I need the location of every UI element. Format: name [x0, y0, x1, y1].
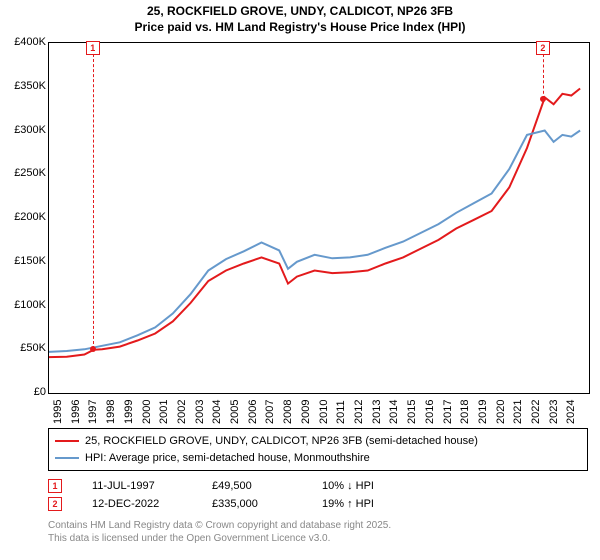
marker-badge-2: 2 — [48, 497, 62, 511]
attribution: Contains HM Land Registry data © Crown c… — [48, 519, 588, 545]
marker-price-1: £49,500 — [212, 480, 292, 492]
title-line-1: 25, ROCKFIELD GROVE, UNDY, CALDICOT, NP2… — [0, 4, 600, 20]
marker-flag: 2 — [536, 41, 550, 55]
x-tick-label: 2024 — [565, 400, 577, 424]
y-tick-label: £200K — [14, 211, 46, 223]
marker-badge-1: 1 — [48, 479, 62, 493]
marker-table: 1 11-JUL-1997 £49,500 10% ↓ HPI 2 12-DEC… — [48, 477, 588, 513]
price-chart: 25, ROCKFIELD GROVE, UNDY, CALDICOT, NP2… — [0, 0, 600, 560]
legend-label-1: 25, ROCKFIELD GROVE, UNDY, CALDICOT, NP2… — [85, 433, 478, 450]
x-tick-label: 2010 — [318, 400, 330, 424]
marker-dot — [90, 346, 96, 352]
x-tick-label: 2018 — [459, 400, 471, 424]
y-tick-label: £50K — [20, 342, 46, 354]
x-tick-label: 2016 — [424, 400, 436, 424]
plot-area — [48, 42, 590, 394]
series-line — [49, 89, 580, 358]
marker-guideline — [543, 54, 544, 99]
x-tick-label: 2000 — [141, 400, 153, 424]
legend-row-2: HPI: Average price, semi-detached house,… — [55, 450, 581, 467]
legend-row-1: 25, ROCKFIELD GROVE, UNDY, CALDICOT, NP2… — [55, 433, 581, 450]
x-tick-label: 2019 — [477, 400, 489, 424]
x-tick-label: 2012 — [353, 400, 365, 424]
marker-guideline — [93, 54, 94, 349]
marker-delta-2: 19% ↑ HPI — [322, 498, 374, 510]
x-tick-label: 2014 — [388, 400, 400, 424]
x-tick-label: 2021 — [512, 400, 524, 424]
legend-swatch-1 — [55, 440, 79, 442]
footer-line-2: This data is licensed under the Open Gov… — [48, 532, 588, 545]
x-tick-label: 1998 — [105, 400, 117, 424]
marker-flag: 1 — [86, 41, 100, 55]
x-tick-label: 2020 — [495, 400, 507, 424]
x-tick-label: 1999 — [123, 400, 135, 424]
marker-date-1: 11-JUL-1997 — [92, 480, 182, 492]
x-tick-label: 2011 — [335, 400, 347, 424]
y-tick-label: £150K — [14, 255, 46, 267]
x-tick-label: 2022 — [530, 400, 542, 424]
x-tick-label: 2015 — [406, 400, 418, 424]
footer-line-1: Contains HM Land Registry data © Crown c… — [48, 519, 588, 532]
chart-svg — [49, 43, 589, 393]
x-tick-label: 2003 — [194, 400, 206, 424]
chart-title: 25, ROCKFIELD GROVE, UNDY, CALDICOT, NP2… — [0, 0, 600, 35]
legend: 25, ROCKFIELD GROVE, UNDY, CALDICOT, NP2… — [48, 428, 588, 471]
y-tick-label: £100K — [14, 299, 46, 311]
x-tick-label: 2001 — [158, 400, 170, 424]
x-tick-label: 2004 — [211, 400, 223, 424]
legend-swatch-2 — [55, 457, 79, 459]
x-tick-label: 1995 — [52, 400, 64, 424]
x-tick-label: 2005 — [229, 400, 241, 424]
x-tick-label: 2017 — [442, 400, 454, 424]
y-tick-label: £400K — [14, 36, 46, 48]
y-tick-label: £300K — [14, 124, 46, 136]
title-line-2: Price paid vs. HM Land Registry's House … — [0, 20, 600, 36]
x-tick-label: 1997 — [87, 400, 99, 424]
x-tick-label: 1996 — [70, 400, 82, 424]
legend-label-2: HPI: Average price, semi-detached house,… — [85, 450, 370, 467]
x-tick-label: 2023 — [548, 400, 560, 424]
x-tick-label: 2006 — [247, 400, 259, 424]
x-tick-label: 2007 — [264, 400, 276, 424]
x-tick-label: 2008 — [282, 400, 294, 424]
x-tick-label: 2009 — [300, 400, 312, 424]
y-tick-label: £250K — [14, 167, 46, 179]
y-tick-label: £350K — [14, 80, 46, 92]
marker-row-1: 1 11-JUL-1997 £49,500 10% ↓ HPI — [48, 477, 588, 495]
marker-date-2: 12-DEC-2022 — [92, 498, 182, 510]
y-tick-label: £0 — [34, 386, 46, 398]
series-line — [49, 131, 580, 352]
x-tick-label: 2013 — [371, 400, 383, 424]
marker-price-2: £335,000 — [212, 498, 292, 510]
x-tick-label: 2002 — [176, 400, 188, 424]
marker-dot — [540, 96, 546, 102]
marker-delta-1: 10% ↓ HPI — [322, 480, 374, 492]
marker-row-2: 2 12-DEC-2022 £335,000 19% ↑ HPI — [48, 495, 588, 513]
